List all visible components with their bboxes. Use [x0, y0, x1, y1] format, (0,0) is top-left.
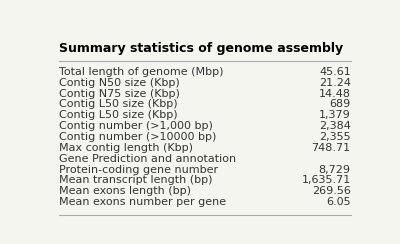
- Text: Protein-coding gene number: Protein-coding gene number: [59, 164, 218, 174]
- Text: Contig number (>10000 bp): Contig number (>10000 bp): [59, 132, 217, 142]
- Text: 6.05: 6.05: [326, 197, 351, 207]
- Text: Contig L50 size (Kbp): Contig L50 size (Kbp): [59, 110, 178, 120]
- Text: Contig N50 size (Kbp): Contig N50 size (Kbp): [59, 78, 180, 88]
- Text: Contig L50 size (Kbp): Contig L50 size (Kbp): [59, 99, 178, 109]
- Text: 2,384: 2,384: [319, 121, 351, 131]
- Text: 8,729: 8,729: [319, 164, 351, 174]
- Text: 1,635.71: 1,635.71: [302, 175, 351, 185]
- Text: 21.24: 21.24: [319, 78, 351, 88]
- Text: Gene Prediction and annotation: Gene Prediction and annotation: [59, 154, 236, 164]
- Text: Max contig length (Kbp): Max contig length (Kbp): [59, 143, 193, 153]
- Text: Mean exons length (bp): Mean exons length (bp): [59, 186, 191, 196]
- Text: Total length of genome (Mbp): Total length of genome (Mbp): [59, 67, 224, 77]
- Text: Contig number (>1,000 bp): Contig number (>1,000 bp): [59, 121, 213, 131]
- Text: 1,379: 1,379: [319, 110, 351, 120]
- Text: Contig N75 size (Kbp): Contig N75 size (Kbp): [59, 89, 180, 99]
- Text: 14.48: 14.48: [319, 89, 351, 99]
- Text: Mean transcript length (bp): Mean transcript length (bp): [59, 175, 213, 185]
- Text: Mean exons number per gene: Mean exons number per gene: [59, 197, 226, 207]
- Text: 45.61: 45.61: [319, 67, 351, 77]
- Text: 689: 689: [330, 99, 351, 109]
- Text: 269.56: 269.56: [312, 186, 351, 196]
- Text: 748.71: 748.71: [312, 143, 351, 153]
- Text: 2,355: 2,355: [319, 132, 351, 142]
- Text: Summary statistics of genome assembly: Summary statistics of genome assembly: [59, 42, 344, 55]
